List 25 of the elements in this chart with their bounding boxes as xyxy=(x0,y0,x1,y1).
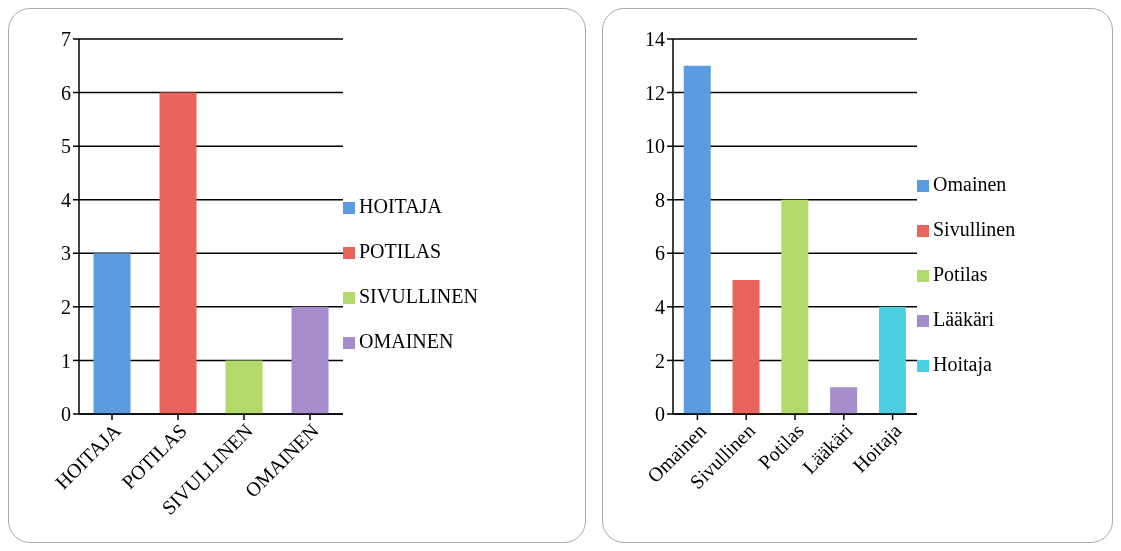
y-tick-label: 2 xyxy=(655,349,665,372)
y-tick-label: 2 xyxy=(61,295,71,318)
legend-label: POTILAS xyxy=(359,240,442,262)
y-tick-label: 0 xyxy=(61,403,71,426)
legend-label: Lääkäri xyxy=(933,307,995,330)
legend-label: HOITAJA xyxy=(359,195,442,217)
y-tick-label: 7 xyxy=(61,28,71,51)
y-tick-label: 10 xyxy=(645,135,665,158)
y-tick-label: 3 xyxy=(61,242,71,265)
legend-label: SIVULLINEN xyxy=(359,285,478,307)
y-tick-label: 5 xyxy=(61,135,71,158)
y-tick-label: 6 xyxy=(655,242,665,265)
legend-label: Omainen xyxy=(933,172,1007,195)
legend-label: OMAINEN xyxy=(359,330,454,352)
y-tick-label: 12 xyxy=(645,81,665,104)
y-tick-label: 0 xyxy=(655,403,665,426)
y-tick-label: 8 xyxy=(655,188,665,211)
legend-label: Sivullinen xyxy=(933,217,1016,240)
y-tick-label: 4 xyxy=(655,295,665,318)
legend-label: Hoitaja xyxy=(933,352,992,375)
y-tick-label: 14 xyxy=(645,28,665,51)
y-tick-label: 4 xyxy=(61,188,71,211)
y-tick-label: 6 xyxy=(61,81,71,104)
y-tick-label: 1 xyxy=(61,349,71,372)
legend-label: Potilas xyxy=(933,262,988,285)
